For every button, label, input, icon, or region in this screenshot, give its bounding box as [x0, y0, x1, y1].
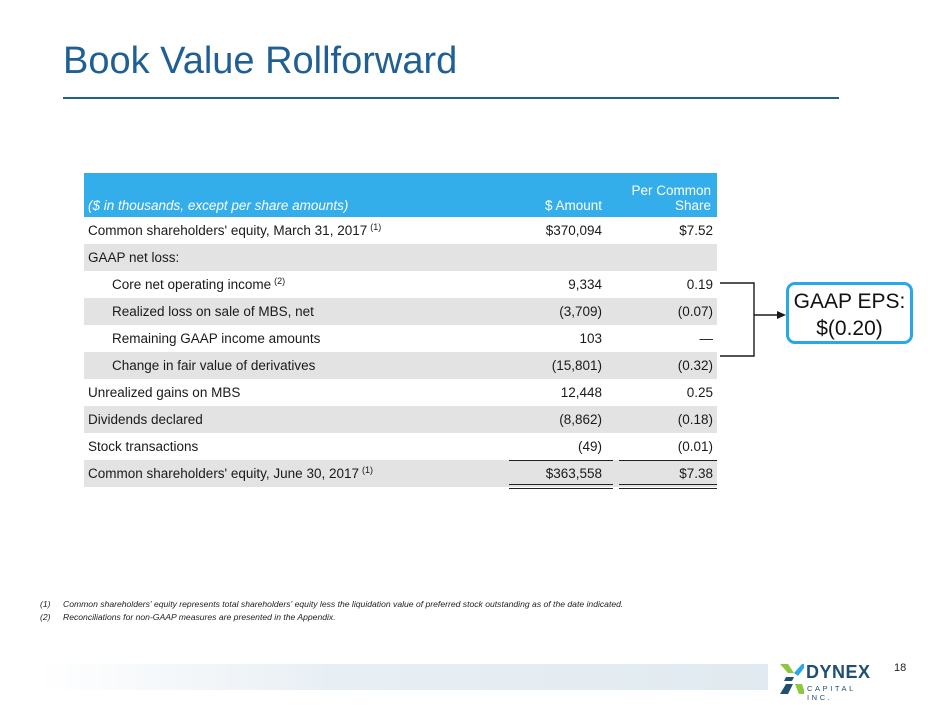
page-title: Book Value Rollforward [63, 40, 458, 82]
row-label: Common shareholders' equity, March 31, 2… [88, 221, 382, 238]
header-per-share-line1: Per Common [631, 183, 711, 198]
subtotal-line-per-share [619, 460, 717, 461]
row-amount [505, 244, 616, 271]
footnote-ref: (1) [370, 221, 382, 232]
row-label: Realized loss on sale of MBS, net [112, 304, 314, 319]
table-row: Change in fair value of derivatives (15,… [84, 352, 717, 379]
footnote-text: Common shareholders' equity represents t… [63, 599, 624, 609]
eps-label: GAAP EPS: [793, 290, 906, 313]
gaap-eps-callout: GAAP EPS: $(0.20) [786, 282, 913, 344]
row-per-share [616, 244, 717, 271]
row-label: Stock transactions [88, 439, 199, 454]
footnote-mark: (2) [40, 612, 51, 622]
row-per-share: (0.32) [677, 358, 713, 373]
row-per-share: 0.19 [686, 277, 713, 292]
row-amount: $370,094 [545, 223, 602, 238]
table-header-row: ($ in thousands, except per share amount… [84, 173, 717, 217]
header-per-share: Per Common Share [616, 173, 717, 217]
row-label: Dividends declared [88, 412, 203, 427]
row-label: Unrealized gains on MBS [88, 385, 241, 400]
header-amount: $ Amount [544, 198, 602, 213]
header-per-share-line2: Share [674, 198, 711, 213]
table-row: Stock transactions (49) (0.01) [84, 433, 717, 460]
logo-subtitle: CAPITAL INC. [807, 684, 856, 702]
eps-bracket-connector [720, 282, 786, 357]
row-per-share: — [699, 331, 714, 346]
row-per-share: (0.01) [677, 439, 713, 454]
subtotal-line-amount [509, 460, 613, 461]
row-label: Core net operating income (2) [112, 275, 286, 292]
row-amount: $363,558 [545, 466, 602, 481]
footnote-ref: (1) [362, 464, 373, 475]
footnote-item: (1) Common shareholders' equity represen… [40, 598, 623, 611]
total-double-line-per-share [619, 484, 717, 489]
footnote-mark: (1) [40, 599, 51, 609]
row-label: Common shareholders' equity, June 30, 20… [88, 464, 373, 481]
page-number: 18 [894, 662, 907, 674]
row-label: Change in fair value of derivatives [112, 358, 316, 373]
company-logo: DYNEX CAPITAL INC. [780, 660, 880, 702]
row-per-share: (0.18) [677, 412, 713, 427]
table-row: Realized loss on sale of MBS, net (3,709… [84, 298, 717, 325]
header-units-label: ($ in thousands, except per share amount… [88, 198, 349, 213]
row-per-share: $7.52 [679, 223, 713, 238]
total-double-line-amount [509, 484, 613, 489]
row-per-share: $7.38 [679, 466, 713, 481]
table-row: Core net operating income (2) 9,334 0.19 [84, 271, 717, 298]
row-amount: 12,448 [560, 385, 602, 400]
footnote-item: (2) Reconciliations for non-GAAP measure… [40, 611, 623, 624]
book-value-table: ($ in thousands, except per share amount… [84, 173, 717, 487]
row-label: GAAP net loss: [88, 250, 180, 265]
logo-mark-icon [780, 664, 804, 694]
row-per-share: 0.25 [686, 385, 713, 400]
footnote-text: Reconciliations for non-GAAP measures ar… [63, 612, 336, 622]
table-row: Common shareholders' equity, March 31, 2… [84, 217, 717, 244]
title-underline [63, 97, 839, 99]
row-label: Remaining GAAP income amounts [112, 331, 321, 346]
footnotes: (1) Common shareholders' equity represen… [40, 598, 623, 624]
table-row: Dividends declared (8,862) (0.18) [84, 406, 717, 433]
table-row: GAAP net loss: [84, 244, 717, 271]
row-amount: 9,334 [568, 277, 602, 292]
row-amount: (8,862) [559, 412, 602, 427]
row-amount: (15,801) [551, 358, 602, 373]
row-amount: 103 [579, 331, 602, 346]
row-amount: (3,709) [559, 304, 602, 319]
eps-value: $(0.20) [816, 317, 883, 340]
table-row: Common shareholders' equity, June 30, 20… [84, 460, 717, 487]
footer-band [38, 664, 768, 690]
table-row: Unrealized gains on MBS 12,448 0.25 [84, 379, 717, 406]
row-amount: (49) [577, 439, 602, 454]
table-row: Remaining GAAP income amounts 103 — [84, 325, 717, 352]
logo-wordmark: DYNEX [806, 662, 871, 682]
row-per-share: (0.07) [677, 304, 713, 319]
footnote-ref: (2) [274, 275, 286, 286]
